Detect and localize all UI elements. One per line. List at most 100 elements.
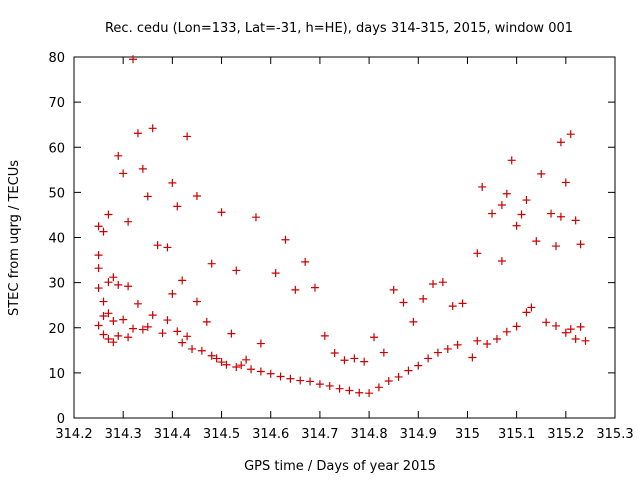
data-point [566,325,575,334]
data-point [143,192,152,201]
data-point [561,178,570,187]
x-tick-label: 315 [455,427,480,442]
data-point [197,346,206,355]
data-point [168,289,177,298]
data-point [419,294,428,303]
data-point [566,130,575,139]
data-point [497,256,506,265]
data-point [492,335,501,344]
data-point [458,299,467,308]
x-axis-label: GPS time / Days of year 2015 [244,459,436,474]
data-point [114,151,123,160]
x-tick-label: 314.6 [252,427,289,442]
data-point [94,284,103,293]
x-tick-label: 315.2 [547,427,584,442]
data-point [158,329,167,338]
data-point [188,344,197,353]
data-point [183,332,192,341]
y-tick-label: 80 [48,51,65,66]
data-point [547,209,556,218]
data-point [242,355,251,364]
data-point [237,361,246,370]
data-point [556,138,565,147]
data-point [192,297,201,306]
data-point [320,331,329,340]
data-point [497,201,506,210]
data-point [212,354,221,363]
data-point [104,210,113,219]
y-tick-label: 0 [57,412,65,427]
data-point [453,340,462,349]
data-point [99,227,108,236]
data-point [306,377,315,386]
data-point [173,327,182,336]
data-point [340,356,349,365]
data-point [138,164,147,173]
data-point [502,189,511,198]
data-point [537,169,546,178]
data-point [271,269,280,278]
data-point [330,349,339,358]
data-point [217,208,226,217]
data-point [148,124,157,133]
y-tick-label: 30 [48,277,65,292]
data-point [129,324,138,333]
data-point [124,333,133,342]
data-point [551,242,560,251]
data-point [94,222,103,231]
data-point [207,259,216,268]
data-point [350,354,359,363]
data-point [232,266,241,275]
data-point [232,363,241,372]
data-point [251,213,260,222]
data-point [345,386,354,395]
data-point [202,317,211,326]
data-point [104,278,113,287]
y-tick-label: 60 [48,141,65,156]
data-point [104,309,113,318]
x-tick-label: 314.5 [203,427,240,442]
y-axis: 0 10 20 30 40 50 60 70 80 [48,51,615,427]
data-point [99,312,108,321]
data-point [522,196,531,205]
data-point [291,285,300,294]
data-point [409,317,418,326]
data-point [133,129,142,138]
data-point [94,321,103,330]
data-point [256,367,265,376]
data-point [207,351,216,360]
data-point [286,374,295,383]
data-point [138,325,147,334]
x-axis: 314.2 314.3 314.4 314.5 314.6 314.7 314.8 314.9… [55,57,634,442]
data-point [99,297,108,306]
data-point [227,329,236,338]
data-point [507,156,516,165]
data-point [483,339,492,348]
data-point [365,389,374,398]
data-point [163,316,172,325]
data-point [473,249,482,258]
data-point [379,348,388,357]
x-tick-label: 314.4 [154,427,191,442]
data-point [178,276,187,285]
data-point [512,221,521,230]
data-point [163,243,172,252]
data-points [94,55,590,398]
data-point [581,336,590,345]
data-point [384,376,393,385]
x-tick-label: 315.3 [596,427,633,442]
y-tick-label: 10 [48,367,65,382]
data-point [192,191,201,200]
x-tick-label: 314.7 [301,427,338,442]
y-tick-label: 20 [48,322,65,337]
data-point [153,241,162,250]
data-point [281,235,290,244]
data-point [266,369,275,378]
data-point [335,384,344,393]
y-axis-label: STEC from uqrg / TECUs [7,160,22,316]
data-point [522,308,531,317]
data-point [360,357,369,366]
x-tick-label: 314.2 [55,427,92,442]
data-point [301,257,310,266]
data-point [429,279,438,288]
